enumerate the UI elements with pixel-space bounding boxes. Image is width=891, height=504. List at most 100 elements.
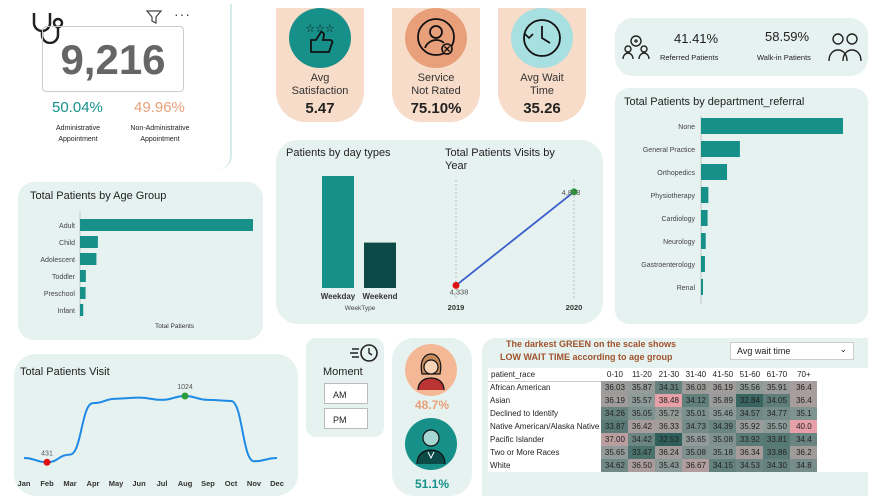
table-row: Asian 36.19 35.57 38.48 34.12 35.89 32.84 34.05… xyxy=(488,394,818,407)
summary-card: ··· 9,216 50.04% Administrative Appointme… xyxy=(6,4,232,170)
kpi-label: Avg Satisfaction xyxy=(291,72,349,97)
moment-option-pm[interactable]: PM xyxy=(324,408,368,429)
total-patients-box: 9,216 xyxy=(42,26,184,92)
heatmap-cell: 35.65 xyxy=(601,446,629,459)
age-bar xyxy=(80,253,97,265)
dept-bar xyxy=(701,141,740,157)
heatmap-cell: 35.43 xyxy=(655,459,683,472)
heatmap-cell: 34.53 xyxy=(736,459,764,472)
group-icon xyxy=(622,35,650,60)
year-point-min xyxy=(452,281,460,289)
non-admin-label: Non-Administrative Appointment xyxy=(130,125,190,143)
year-data-label: 4,878 xyxy=(562,188,581,197)
heatmap-cell: 35.57 xyxy=(628,394,656,407)
heatmap-column-header: 11-20 xyxy=(631,370,652,379)
heatmap-cell: 34.62 xyxy=(601,459,629,472)
heatmap-row-label: Two or More Races xyxy=(490,448,560,457)
heatmap-cell: 34.42 xyxy=(628,433,656,446)
monthly-point-max xyxy=(181,392,189,400)
dept-bar xyxy=(701,118,843,134)
heatmap-cell: 34.26 xyxy=(601,407,629,420)
filter-icon[interactable] xyxy=(146,10,162,24)
month-tick-label: Jun xyxy=(132,479,146,488)
kpi-value: 5.47 xyxy=(305,100,335,117)
dept-tick-label: Cardiology xyxy=(662,216,696,223)
monthly-point-min xyxy=(43,458,51,466)
chevron-down-icon: ⌄ xyxy=(839,344,847,354)
kpi-label: Service Not Rated xyxy=(411,72,461,97)
heatmap-cell: 34.12 xyxy=(682,394,710,407)
gender-card: 48.7% 51.1% xyxy=(392,338,472,496)
heatmap-cell: 35.50 xyxy=(763,420,791,433)
male-icon-circle xyxy=(405,418,457,470)
day-year-card: Patients by day types Weekday Weekend Week… xyxy=(276,140,603,324)
department-chart-card: Total Patients by department_referral No… xyxy=(615,88,868,324)
moment-option-am[interactable]: AM xyxy=(324,383,368,404)
thumbs-up-stars-icon: ☆☆☆ xyxy=(305,23,335,53)
heatmap-cell: 35.18 xyxy=(709,446,737,459)
heatmap-cell: 34.30 xyxy=(763,459,791,472)
age-tick-label: Adult xyxy=(59,223,75,230)
user-x-icon xyxy=(417,18,455,56)
admin-pct: 50.04% xyxy=(52,99,103,116)
dept-tick-label: None xyxy=(678,124,695,131)
heatmap-cell: 36.50 xyxy=(628,459,656,472)
walkin-label: Walk-in Patients xyxy=(757,53,811,62)
heatmap-cell: 35.72 xyxy=(655,407,683,420)
heatmap-column-header: 41-50 xyxy=(712,370,734,379)
table-row: Pacific Islander 37.00 34.42 32.53 35.65 35.0… xyxy=(488,433,818,446)
heatmap-cell: 32.84 xyxy=(736,394,764,407)
day-types-title: Patients by day types xyxy=(286,147,391,159)
heatmap-cell: 36.34 xyxy=(736,446,764,459)
heatmap-cell: 35.92 xyxy=(736,420,764,433)
heatmap-row-label: Pacific Islander xyxy=(490,435,545,444)
table-row: Native American/Alaska Native 33.87 36.42 3… xyxy=(488,420,818,433)
heatmap-cell: 34.4 xyxy=(790,433,818,446)
heatmap-cell: 33.86 xyxy=(763,446,791,459)
table-row: African American 36.03 35.87 34.31 36.03 36.1… xyxy=(488,381,818,394)
heatmap-row-label: Native American/Alaska Native xyxy=(490,422,600,431)
visits-year-chart: 4,338 4,878 2019 2020 xyxy=(448,180,582,312)
heatmap-cell: 36.4 xyxy=(790,381,818,394)
age-bar xyxy=(80,287,86,299)
heatmap-cell: 33.92 xyxy=(736,433,764,446)
doctor-patient-icon xyxy=(828,33,862,62)
monthly-data-label-max: 1024 xyxy=(177,384,193,391)
age-tick-label: Preschool xyxy=(44,291,76,298)
table-row: Two or More Races 35.65 33.47 36.24 35.08 35.… xyxy=(488,446,818,459)
dept-bar xyxy=(701,256,705,272)
heatmap-cell: 35.1 xyxy=(790,407,818,420)
kpi-label: Avg Wait Time xyxy=(520,72,564,97)
age-chart-title: Total Patients by Age Group xyxy=(30,190,167,202)
dept-tick-label: Gastroenterology xyxy=(641,262,695,269)
heatmap-cell: 36.24 xyxy=(655,446,683,459)
month-tick-label: Jul xyxy=(157,479,168,488)
kpi-service-not-rated: Service Not Rated 75.10% xyxy=(392,8,480,122)
measure-dropdown[interactable]: Avg wait time ⌄ xyxy=(730,342,854,360)
monthly-chart-title: Total Patients Visit xyxy=(20,366,110,378)
heatmap-column-header: 61-70 xyxy=(766,370,788,379)
monthly-chart-card: Total Patients Visit Jan Feb Mar Apr May Jun J… xyxy=(14,354,298,496)
heatmap-table: patient_race 0-10 11-20 21-30 31-40 41-50 51-6… xyxy=(488,368,818,472)
heatmap-cell: 33.81 xyxy=(763,433,791,446)
heatmap-cell: 35.56 xyxy=(736,381,764,394)
heatmap-cell: 36.19 xyxy=(601,394,629,407)
measure-dropdown-value: Avg wait time xyxy=(737,346,791,356)
heatmap-cell: 33.47 xyxy=(628,446,656,459)
day-xlabel: WeekType xyxy=(345,305,376,312)
month-tick-label: Feb xyxy=(40,479,54,488)
heatmap-cell: 35.08 xyxy=(682,446,710,459)
heatmap-cell: 35.08 xyxy=(709,433,737,446)
wait-icon-circle xyxy=(511,8,573,68)
heatmap-cell: 36.19 xyxy=(709,381,737,394)
heatmap-cell: 34.8 xyxy=(790,459,818,472)
heatmap-cell: 34.31 xyxy=(655,381,683,394)
heatmap-column-header: 31-40 xyxy=(685,370,707,379)
heatmap-cell: 36.4 xyxy=(790,394,818,407)
year-point-max xyxy=(570,188,578,196)
age-chart-card: Total Patients by Age Group Adult Child Ad… xyxy=(18,182,263,340)
heatmap-column-header: 70+ xyxy=(797,370,811,379)
more-options-icon[interactable]: ··· xyxy=(174,6,191,22)
heatmap-cell: 35.01 xyxy=(682,407,710,420)
referred-pct: 41.41% xyxy=(674,31,719,46)
